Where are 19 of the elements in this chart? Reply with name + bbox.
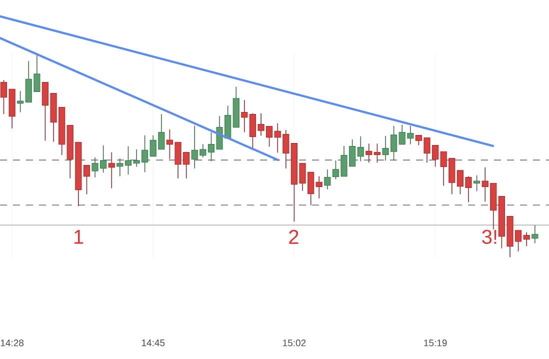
candlestick	[374, 143, 381, 164]
candlestick	[324, 168, 331, 190]
candlestick	[474, 174, 480, 192]
candlestick	[17, 90, 24, 113]
annotation: 1	[74, 230, 84, 244]
candlestick	[357, 136, 364, 162]
candlestick	[116, 158, 124, 177]
candlestick	[532, 224, 538, 244]
x-tick-label: 14:45	[142, 340, 165, 346]
annotation: 3!	[482, 230, 496, 244]
x-tick-label: 15:02	[283, 340, 306, 346]
x-tick-label: 15:19	[424, 340, 447, 346]
candlestick	[108, 152, 115, 189]
candlestick	[316, 176, 322, 199]
x-tick-label: 14:28	[0, 340, 24, 346]
candlestick	[366, 143, 372, 164]
candlestick	[241, 100, 248, 133]
annotation: 2	[289, 230, 298, 244]
candlestick	[523, 232, 530, 247]
